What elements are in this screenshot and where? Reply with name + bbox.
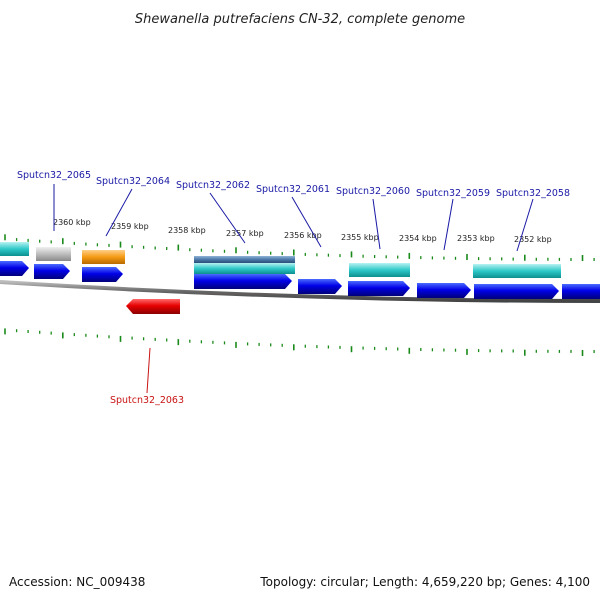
- leader-sputcn32-2061: [291, 196, 322, 248]
- gene-label-sputcn32-2062[interactable]: Sputcn32_2062: [176, 180, 250, 191]
- cds-forward-7[interactable]: [417, 283, 471, 298]
- gene-label-sputcn32-2059[interactable]: Sputcn32_2059: [416, 188, 490, 199]
- tick-label-2359: 2359 kbp: [111, 222, 149, 231]
- genome-summary-text: Topology: circular; Length: 4,659,220 bp…: [259, 575, 590, 589]
- tick-label-2353: 2353 kbp: [457, 234, 495, 243]
- tick-label-2352: 2352 kbp: [514, 235, 552, 244]
- genome-backbone: [0, 280, 600, 303]
- feature-cyan-1[interactable]: [0, 242, 29, 256]
- feature-track: [0, 242, 600, 314]
- leader-sputcn32-2062: [209, 192, 246, 244]
- cds-forward-2[interactable]: [34, 264, 70, 279]
- feature-steel-1[interactable]: [194, 256, 295, 263]
- label-leader-lines: [53, 184, 534, 394]
- gene-label-sputcn32-2063[interactable]: Sputcn32_2063: [110, 395, 184, 406]
- cds-forward-6[interactable]: [348, 281, 410, 296]
- tick-label-2357: 2357 kbp: [226, 229, 264, 238]
- feature-cyan-2[interactable]: [194, 263, 295, 274]
- accession-text: Accession: NC_009438: [9, 575, 145, 589]
- leader-sputcn32-2063: [146, 347, 151, 394]
- tick-label-2358: 2358 kbp: [168, 226, 206, 235]
- gene-label-sputcn32-2061[interactable]: Sputcn32_2061: [256, 184, 330, 195]
- gene-labels: Sputcn32_2065 Sputcn32_2064 Sputcn32_206…: [17, 170, 570, 406]
- gene-label-sputcn32-2060[interactable]: Sputcn32_2060: [336, 186, 410, 197]
- feature-cyan-4[interactable]: [473, 264, 561, 278]
- cds-forward-8[interactable]: [474, 284, 559, 299]
- feature-cyan-3[interactable]: [349, 263, 410, 277]
- leader-sputcn32-2060: [372, 198, 381, 250]
- tick-label-2355: 2355 kbp: [341, 233, 379, 242]
- tick-label-2360: 2360 kbp: [53, 218, 91, 227]
- feature-grey-1[interactable]: [36, 247, 71, 261]
- tick-label-2354: 2354 kbp: [399, 234, 437, 243]
- cds-forward-3[interactable]: [82, 267, 123, 282]
- cds-reverse-1[interactable]: [126, 299, 180, 314]
- tick-label-2356: 2356 kbp: [284, 231, 322, 240]
- cds-forward-1[interactable]: [0, 261, 29, 276]
- tick-labels: 2360 kbp 2359 kbp 2358 kbp 2357 kbp 2356…: [53, 218, 552, 244]
- cds-forward-9[interactable]: [562, 284, 600, 299]
- cds-forward-4[interactable]: [194, 274, 292, 289]
- leader-sputcn32-2058: [516, 198, 534, 252]
- map-title: Shewanella putrefaciens CN-32, complete …: [135, 12, 465, 27]
- leader-sputcn32-2064: [105, 188, 133, 237]
- leader-sputcn32-2059: [443, 198, 454, 251]
- cds-forward-5[interactable]: [298, 279, 342, 294]
- gene-label-sputcn32-2064[interactable]: Sputcn32_2064: [96, 176, 170, 187]
- tick-marks-top: [4, 234, 595, 261]
- gene-label-sputcn32-2065[interactable]: Sputcn32_2065: [17, 170, 91, 181]
- tick-marks-bottom: [4, 328, 595, 356]
- gene-label-sputcn32-2058[interactable]: Sputcn32_2058: [496, 188, 570, 199]
- feature-orange-1[interactable]: [82, 250, 125, 264]
